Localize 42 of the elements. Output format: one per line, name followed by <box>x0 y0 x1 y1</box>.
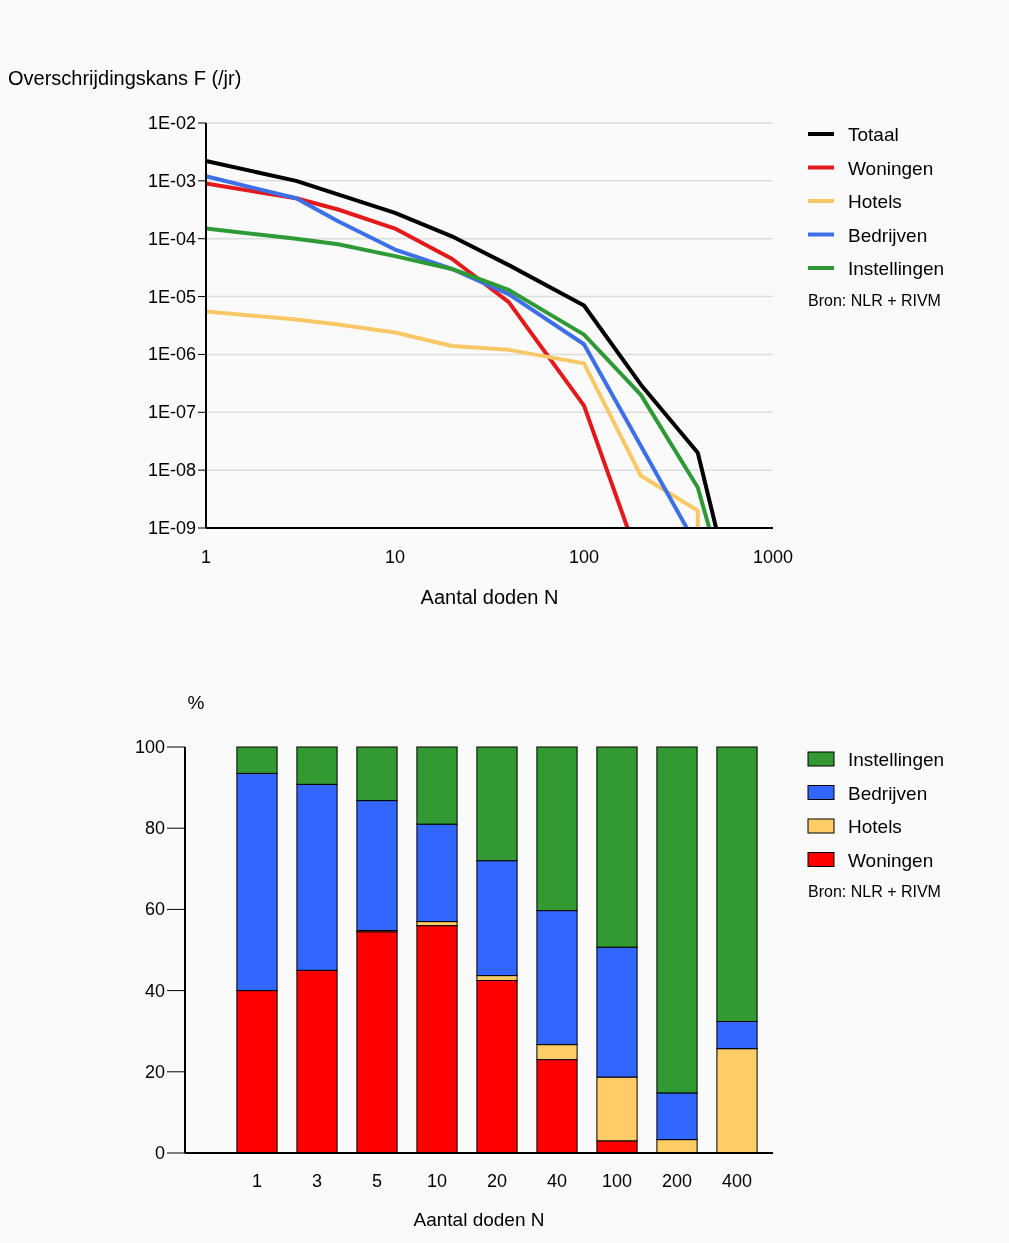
x-tick-label: 10 <box>384 547 406 567</box>
x-tick-label: 10 <box>426 1171 448 1191</box>
y-axis-title: % <box>187 692 205 713</box>
y-tick-label: 100 <box>134 737 165 757</box>
y-tick-label: 1E-09 <box>147 518 196 538</box>
x-tick-label: 100 <box>601 1171 633 1191</box>
y-tick-label: 80 <box>144 818 165 839</box>
y-tick-label: 40 <box>144 980 165 1001</box>
x-axis-title: Aantal doden N <box>413 1209 545 1230</box>
text: Bron: NLR + RIVM <box>808 883 941 900</box>
x-tick-label: 3 <box>311 1171 323 1191</box>
x-axis-title: Aantal doden N <box>420 586 559 608</box>
y-axis-title: Overschrijdingskans F (/jr) <box>8 67 242 89</box>
x-tick-label: 40 <box>546 1171 568 1191</box>
legend-label: Woningen <box>848 157 934 179</box>
y-tick-label: 1E-08 <box>147 460 196 481</box>
legend-label: Bedrijven <box>848 782 928 804</box>
x-tick-label: 1 <box>251 1171 263 1191</box>
y-tick-label: 1E-06 <box>147 344 196 365</box>
x-tick-label: 1 <box>200 547 212 567</box>
legend-label: Instellingen <box>848 749 945 770</box>
y-tick-label: 60 <box>144 899 165 920</box>
legend-label: Instellingen <box>848 258 945 279</box>
y-tick-label: 1E-02 <box>147 113 196 133</box>
x-tick-label: 20 <box>486 1171 508 1191</box>
x-tick-label: 5 <box>371 1171 383 1191</box>
x-tick-label: 100 <box>568 547 600 567</box>
y-tick-label: 1E-04 <box>147 228 196 249</box>
y-tick-label: 20 <box>144 1061 165 1082</box>
y-tick-label: 0 <box>154 1143 165 1163</box>
x-tick-label: 200 <box>661 1171 693 1191</box>
text: Bron: NLR + RIVM <box>808 291 941 309</box>
legend-label: Bedrijven <box>848 224 928 246</box>
legend-label: Woningen <box>848 849 934 871</box>
legend-label: Hotels <box>848 191 902 212</box>
x-tick-label: 400 <box>721 1171 753 1191</box>
legend-label: Totaal <box>848 124 899 145</box>
legend-label: Hotels <box>848 816 902 837</box>
x-tick-label: 1000 <box>752 547 794 567</box>
y-tick-label: 1E-05 <box>147 286 196 307</box>
y-tick-label: 1E-03 <box>147 170 196 191</box>
y-tick-label: 1E-07 <box>147 402 196 423</box>
